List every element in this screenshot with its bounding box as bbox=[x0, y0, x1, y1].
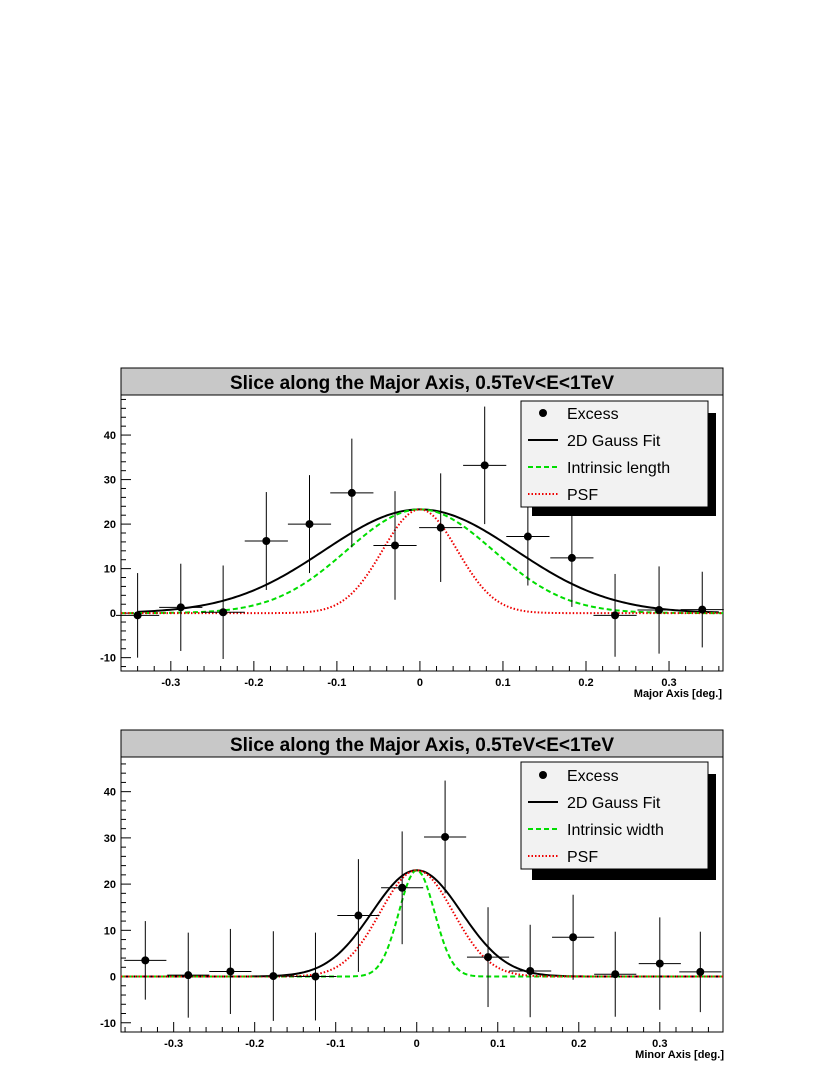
data-point bbox=[567, 553, 576, 562]
legend-label-excess: Excess bbox=[567, 768, 619, 785]
data-point bbox=[269, 972, 278, 981]
x-tick-label: 0.3 bbox=[652, 1038, 667, 1050]
axis-ticks: -0.3 -0.2 -0.1 0 0.1 0.2 0.3 -10 0 10 20 30 40 bbox=[100, 763, 709, 1050]
title-box bbox=[120, 367, 724, 396]
legend-label-intrinsic: Intrinsic width bbox=[567, 822, 664, 839]
y-tick-label: 10 bbox=[104, 925, 116, 937]
data-point bbox=[655, 606, 664, 615]
x-tick-label: -0.1 bbox=[327, 677, 346, 689]
x-tick-label: -0.3 bbox=[161, 677, 180, 689]
data-point bbox=[354, 911, 363, 920]
legend-label-psf: PSF bbox=[567, 487, 598, 504]
legend-label-fit: 2D Gauss Fit bbox=[567, 433, 661, 450]
curve-intrinsic-length bbox=[121, 508, 723, 615]
data-point bbox=[480, 461, 489, 470]
y-tick-label: 0 bbox=[110, 972, 116, 984]
data-point bbox=[611, 970, 620, 979]
data-point bbox=[311, 972, 320, 981]
x-tick-label: 0.3 bbox=[661, 677, 676, 689]
plot-frame bbox=[120, 756, 724, 1033]
x-tick-label: 0 bbox=[417, 677, 423, 689]
data-point bbox=[523, 532, 532, 541]
data-point bbox=[226, 967, 235, 976]
data-point bbox=[569, 933, 578, 942]
x-tick-label: -0.2 bbox=[244, 677, 263, 689]
chart-title: Slice along the Major Axis, 0.5TeV<E<1Te… bbox=[230, 373, 614, 394]
data-point bbox=[398, 883, 407, 892]
y-tick-label: -10 bbox=[100, 653, 116, 665]
data-point bbox=[219, 608, 228, 617]
x-tick-label: 0.2 bbox=[578, 677, 593, 689]
data-point bbox=[133, 611, 142, 620]
data-point bbox=[262, 537, 271, 546]
data-point bbox=[141, 956, 150, 965]
data-point bbox=[347, 488, 356, 497]
data-point bbox=[611, 611, 620, 620]
y-tick-label: -10 bbox=[100, 1018, 116, 1030]
legend: Excess 2D Gauss Fit Intrinsic length PSF bbox=[520, 400, 716, 516]
data-point bbox=[526, 966, 535, 975]
y-tick-label: 10 bbox=[104, 564, 116, 576]
legend-marker-excess bbox=[539, 409, 547, 417]
chart-panel-minor-axis: Slice along the Major Axis, 0.5TeV<E<1Te… bbox=[100, 729, 724, 1061]
y-tick-label: 30 bbox=[104, 833, 116, 845]
legend-label-psf: PSF bbox=[567, 849, 598, 866]
axis-ticks: -0.3 -0.2 -0.1 0 0.1 0.2 0.3 -10 0 10 20 30 40 bbox=[100, 398, 720, 689]
legend-box bbox=[520, 761, 709, 870]
legend: Excess 2D Gauss Fit Intrinsic width PSF bbox=[520, 761, 716, 880]
x-axis-title: Major Axis [deg.] bbox=[634, 688, 723, 700]
fit-curves bbox=[121, 869, 723, 978]
legend-marker-excess bbox=[539, 771, 547, 779]
curve-psf bbox=[121, 869, 723, 978]
x-tick-label: -0.2 bbox=[245, 1038, 264, 1050]
legend-box bbox=[520, 400, 709, 508]
legend-label-intrinsic: Intrinsic length bbox=[567, 460, 670, 477]
data-point bbox=[441, 832, 450, 841]
data-point bbox=[655, 959, 664, 968]
y-tick-label: 30 bbox=[104, 475, 116, 487]
data-point bbox=[484, 953, 493, 962]
x-tick-label: 0.2 bbox=[571, 1038, 586, 1050]
data-point bbox=[391, 541, 400, 550]
data-points bbox=[116, 406, 724, 659]
fit-curves bbox=[121, 508, 723, 615]
y-tick-label: 40 bbox=[104, 787, 116, 799]
curve-intrinsic-width bbox=[121, 869, 723, 978]
data-point bbox=[305, 520, 314, 529]
x-tick-label: 0.1 bbox=[490, 1038, 505, 1050]
chart-title: Slice along the Major Axis, 0.5TeV<E<1Te… bbox=[230, 735, 614, 756]
y-tick-label: 0 bbox=[110, 608, 116, 620]
y-tick-label: 40 bbox=[104, 430, 116, 442]
data-point bbox=[696, 967, 705, 976]
legend-label-fit: 2D Gauss Fit bbox=[567, 795, 661, 812]
curve-2d-gauss-fit bbox=[121, 869, 723, 978]
y-tick-label: 20 bbox=[104, 879, 116, 891]
x-tick-label: 0.1 bbox=[495, 677, 510, 689]
x-axis-title: Minor Axis [deg.] bbox=[635, 1049, 724, 1061]
data-point bbox=[436, 523, 445, 532]
data-point bbox=[176, 603, 185, 612]
data-point bbox=[184, 971, 193, 980]
data-point bbox=[698, 605, 707, 614]
legend-label-excess: Excess bbox=[567, 406, 619, 423]
x-tick-label: 0 bbox=[414, 1038, 420, 1050]
chart-panel-major-axis: Slice along the Major Axis, 0.5TeV<E<1Te… bbox=[100, 367, 724, 700]
y-tick-label: 20 bbox=[104, 519, 116, 531]
x-tick-label: -0.3 bbox=[164, 1038, 183, 1050]
x-tick-label: -0.1 bbox=[326, 1038, 345, 1050]
data-points bbox=[124, 780, 722, 1021]
curve-psf bbox=[121, 508, 723, 615]
curve-2d-gauss-fit bbox=[137, 508, 719, 614]
